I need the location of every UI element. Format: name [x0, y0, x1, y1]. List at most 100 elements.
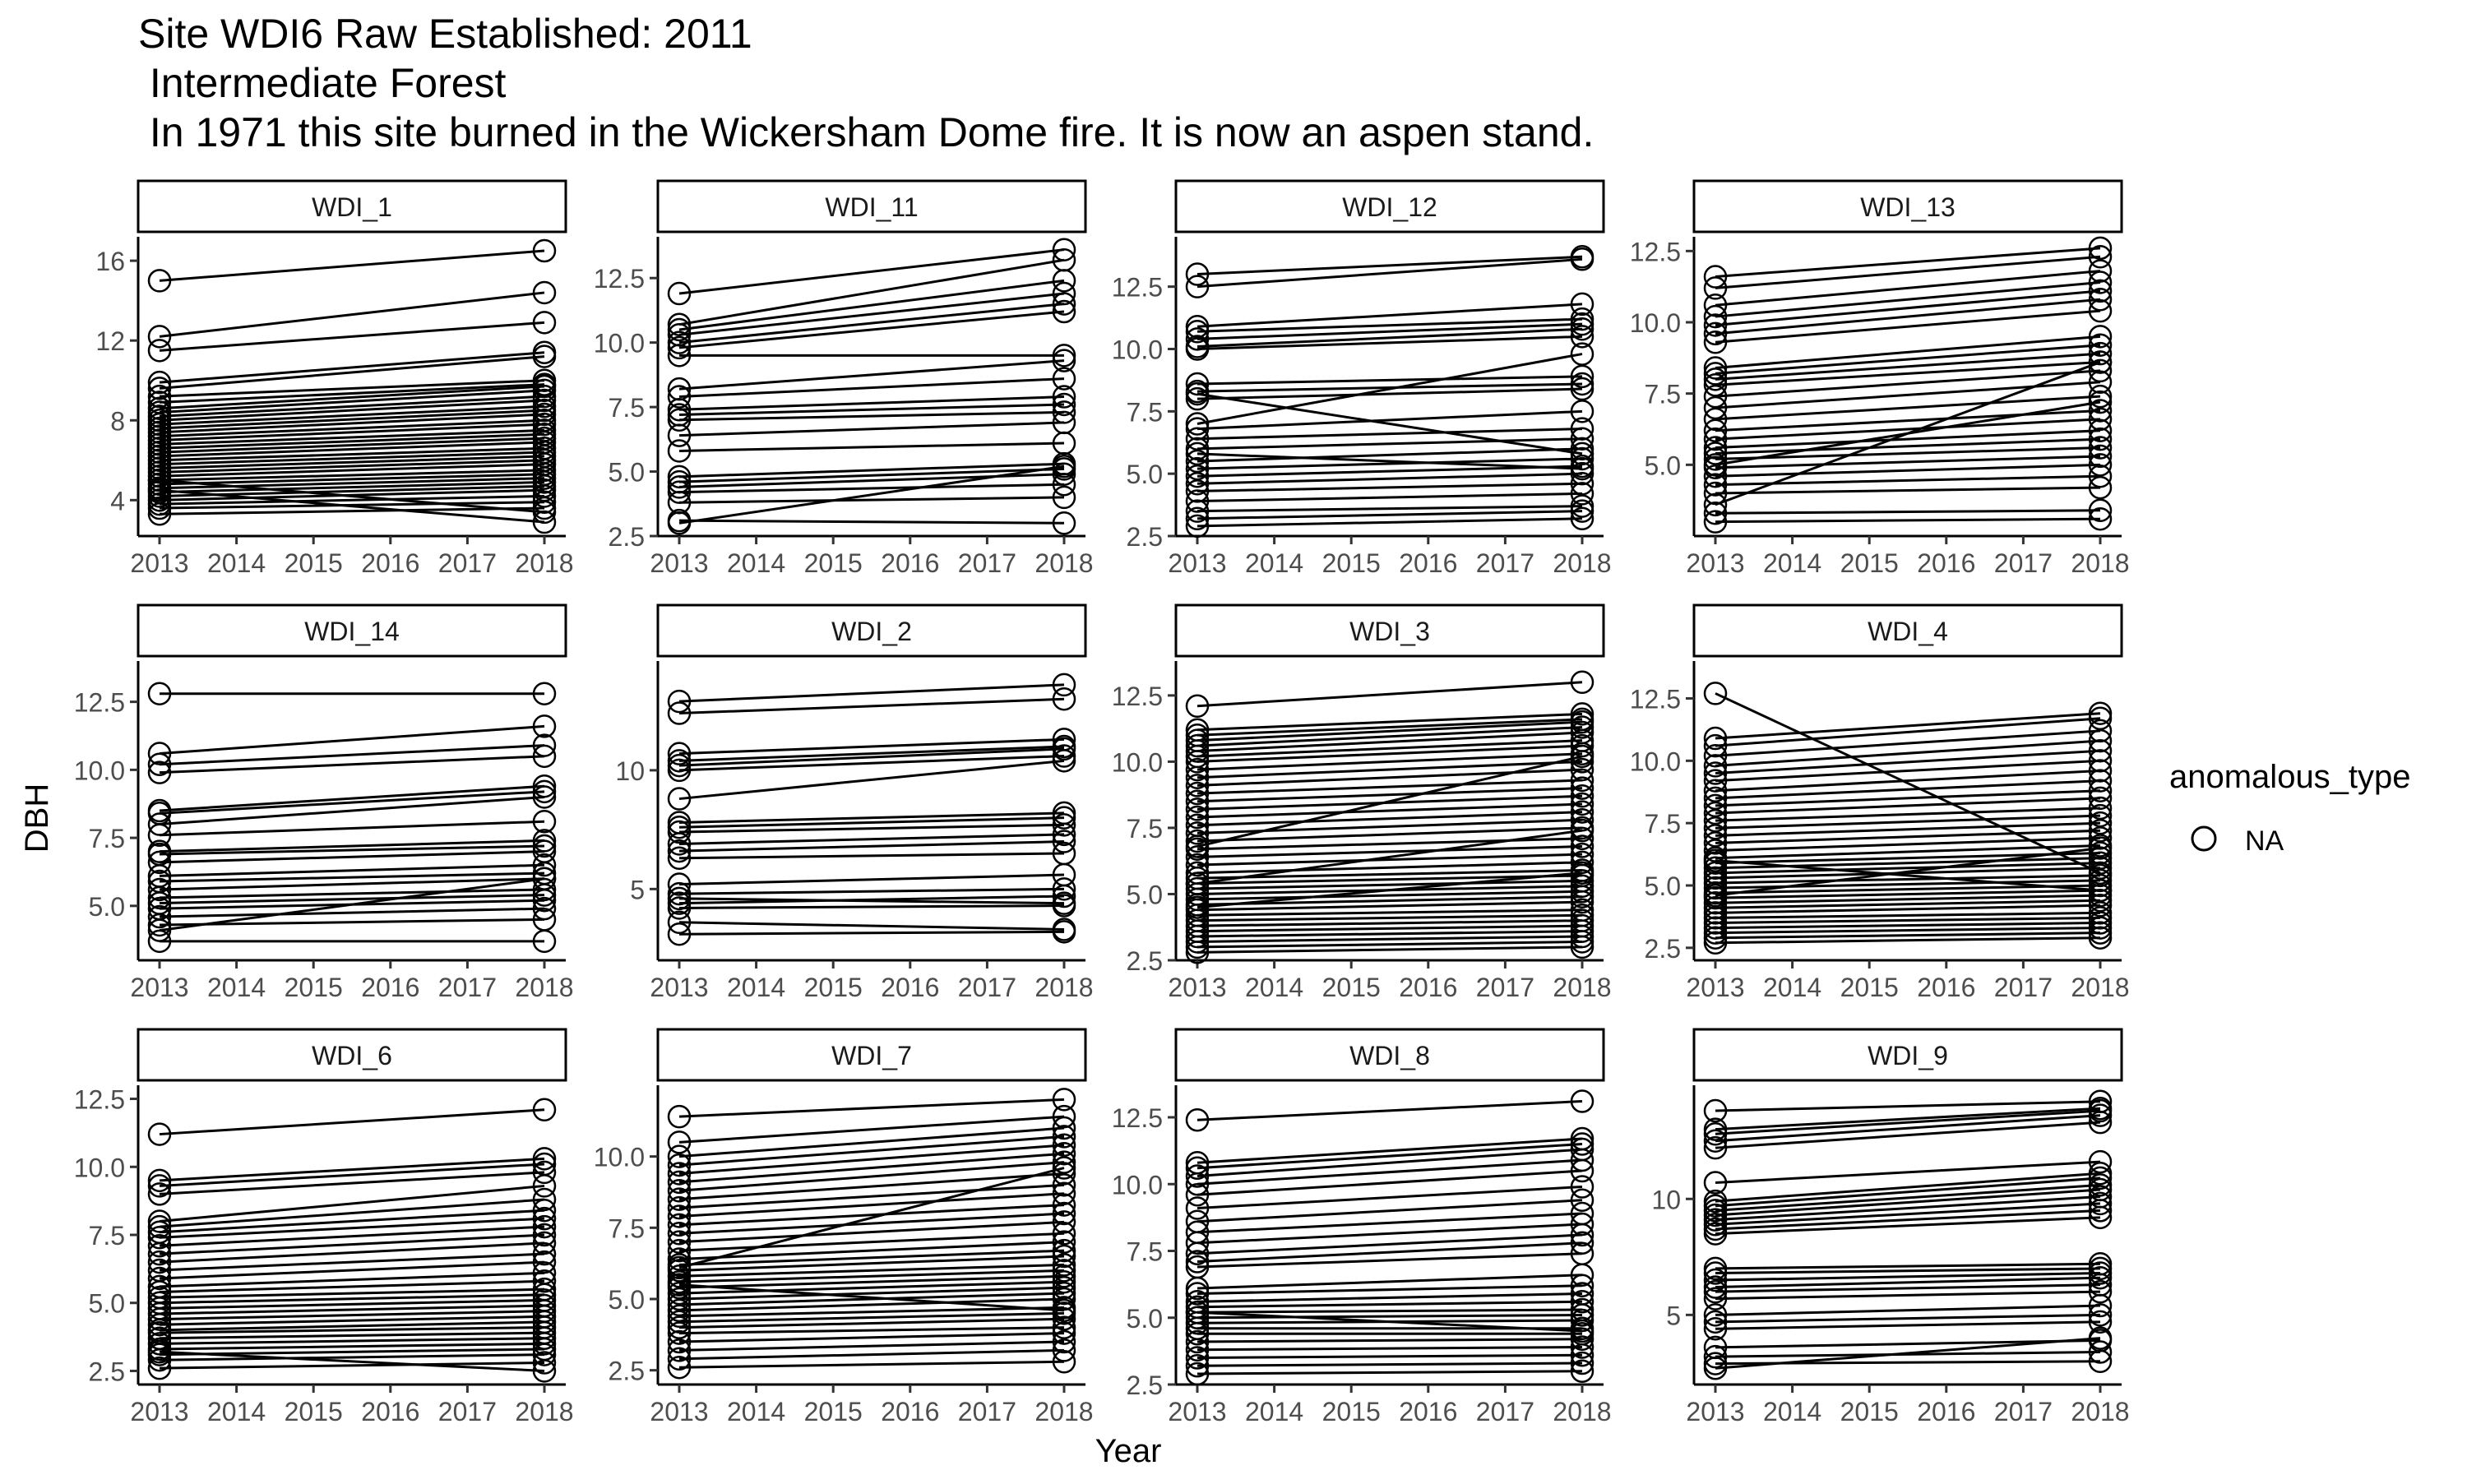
- data-point: [1703, 265, 1728, 289]
- tree-growth-line: [159, 894, 545, 905]
- data-point: [1185, 834, 1210, 858]
- data-point: [532, 867, 557, 890]
- y-tick-label: 7.5: [1127, 1237, 1163, 1267]
- tree-growth-line: [1196, 1311, 1583, 1333]
- data-point: [2088, 390, 2113, 414]
- legend-entry-label: NA: [2245, 825, 2284, 857]
- tree-growth-line: [159, 1350, 545, 1372]
- tree-growth-line: [1196, 1158, 1583, 1186]
- data-point: [1185, 327, 1210, 351]
- facet-strip-label: WDI_3: [1349, 617, 1430, 646]
- data-point: [2088, 856, 2113, 881]
- y-tick-label: 12.5: [1630, 685, 1681, 714]
- data-point: [1185, 381, 1210, 406]
- x-tick-label: 2015: [1322, 1397, 1381, 1426]
- x-tick-label: 2018: [1553, 548, 1611, 578]
- tree-growth-line: [1715, 749, 2101, 774]
- data-point: [1703, 502, 1728, 525]
- tree-growth-line: [1196, 1143, 1583, 1170]
- data-point: [1185, 935, 1210, 959]
- data-point: [1570, 924, 1595, 949]
- x-tick-label: 2015: [804, 548, 863, 578]
- data-point: [1052, 281, 1076, 306]
- tree-growth-line: [1715, 369, 2101, 398]
- tree-growth-line: [1715, 692, 2101, 875]
- y-tick-label: 5.0: [89, 892, 125, 922]
- data-point: [1570, 733, 1595, 758]
- data-point: [532, 1214, 557, 1239]
- tree-growth-line: [678, 1135, 1065, 1167]
- data-point: [2088, 878, 2113, 903]
- data-point: [1703, 1268, 1728, 1292]
- tree-growth-line: [159, 451, 545, 466]
- facet-strip: [1174, 603, 1605, 658]
- data-point: [2088, 873, 2113, 898]
- x-tick-label: 2013: [1168, 1397, 1226, 1426]
- data-point: [1703, 492, 1728, 517]
- data-point: [1185, 412, 1210, 436]
- tree-growth-line: [1196, 1241, 1583, 1263]
- tree-growth-line: [1715, 1360, 2101, 1366]
- x-tick-label: 2016: [361, 548, 419, 578]
- legend-title: anomalous_type: [2169, 759, 2411, 795]
- tree-growth-line: [1196, 890, 1583, 901]
- data-point: [1570, 784, 1595, 808]
- data-point: [1052, 1238, 1076, 1263]
- data-point: [147, 929, 172, 954]
- facet-strip: [656, 179, 1087, 233]
- facet-strip-label: WDI_1: [312, 192, 392, 222]
- data-point: [147, 885, 172, 910]
- data-point: [1570, 1351, 1595, 1375]
- data-point: [147, 1168, 172, 1193]
- data-point: [1185, 781, 1210, 806]
- tree-growth-line: [1196, 1284, 1583, 1295]
- data-point: [667, 1130, 692, 1154]
- y-tick-label: 7.5: [1645, 809, 1681, 839]
- x-tick-label: 2016: [361, 973, 419, 1002]
- facet-panel-wdi-11: WDI_11 2.5 5.0 7.5 10.0 12.5 2013 2014 2015 2016 2…: [594, 179, 1094, 578]
- tree-growth-line: [1715, 352, 2101, 381]
- data-point: [532, 1098, 557, 1122]
- tree-growth-line: [1196, 387, 1583, 400]
- tree-growth-line: [1196, 257, 1583, 289]
- tree-growth-line: [678, 483, 1065, 494]
- data-point: [1570, 1231, 1595, 1255]
- data-point: [532, 1269, 557, 1293]
- data-point: [2088, 341, 2113, 366]
- tree-growth-line: [1715, 309, 2101, 344]
- data-point: [667, 1292, 692, 1317]
- tree-growth-line: [1196, 1100, 1583, 1121]
- tree-growth-line: [159, 1198, 545, 1228]
- facet-panel-wdi-8: WDI_8 2.5 5.0 7.5 10.0 12.5 2013 2014 2015 2016 20…: [1112, 1028, 1612, 1426]
- tree-growth-line: [678, 745, 1065, 762]
- data-point: [1703, 481, 1728, 506]
- tree-growth-line: [159, 291, 545, 338]
- tree-growth-line: [678, 377, 1065, 399]
- data-point: [1185, 1354, 1210, 1378]
- y-tick-label: 12.5: [74, 1085, 125, 1115]
- tree-growth-line: [1715, 255, 2101, 289]
- tree-growth-line: [159, 1348, 545, 1357]
- data-point: [2088, 333, 2113, 357]
- y-tick-label: 12.5: [1112, 682, 1163, 711]
- data-point: [667, 872, 692, 896]
- y-tick-label: 7.5: [89, 1221, 125, 1251]
- data-point: [1570, 417, 1595, 441]
- data-point: [1052, 269, 1076, 293]
- tree-growth-line: [1715, 729, 2101, 757]
- tree-growth-line: [678, 1292, 1065, 1306]
- data-point: [532, 1198, 557, 1223]
- data-point: [667, 344, 692, 368]
- data-point: [1570, 1327, 1595, 1351]
- x-tick-label: 2016: [361, 1397, 419, 1426]
- tree-growth-line: [1196, 895, 1583, 906]
- data-point: [1703, 779, 1728, 802]
- data-point: [1052, 299, 1076, 324]
- data-point: [532, 1332, 557, 1356]
- tree-growth-line: [678, 1167, 1065, 1269]
- data-point: [1703, 744, 1728, 768]
- data-point: [1570, 834, 1595, 858]
- data-point: [1570, 442, 1595, 466]
- tree-growth-line: [1196, 755, 1583, 848]
